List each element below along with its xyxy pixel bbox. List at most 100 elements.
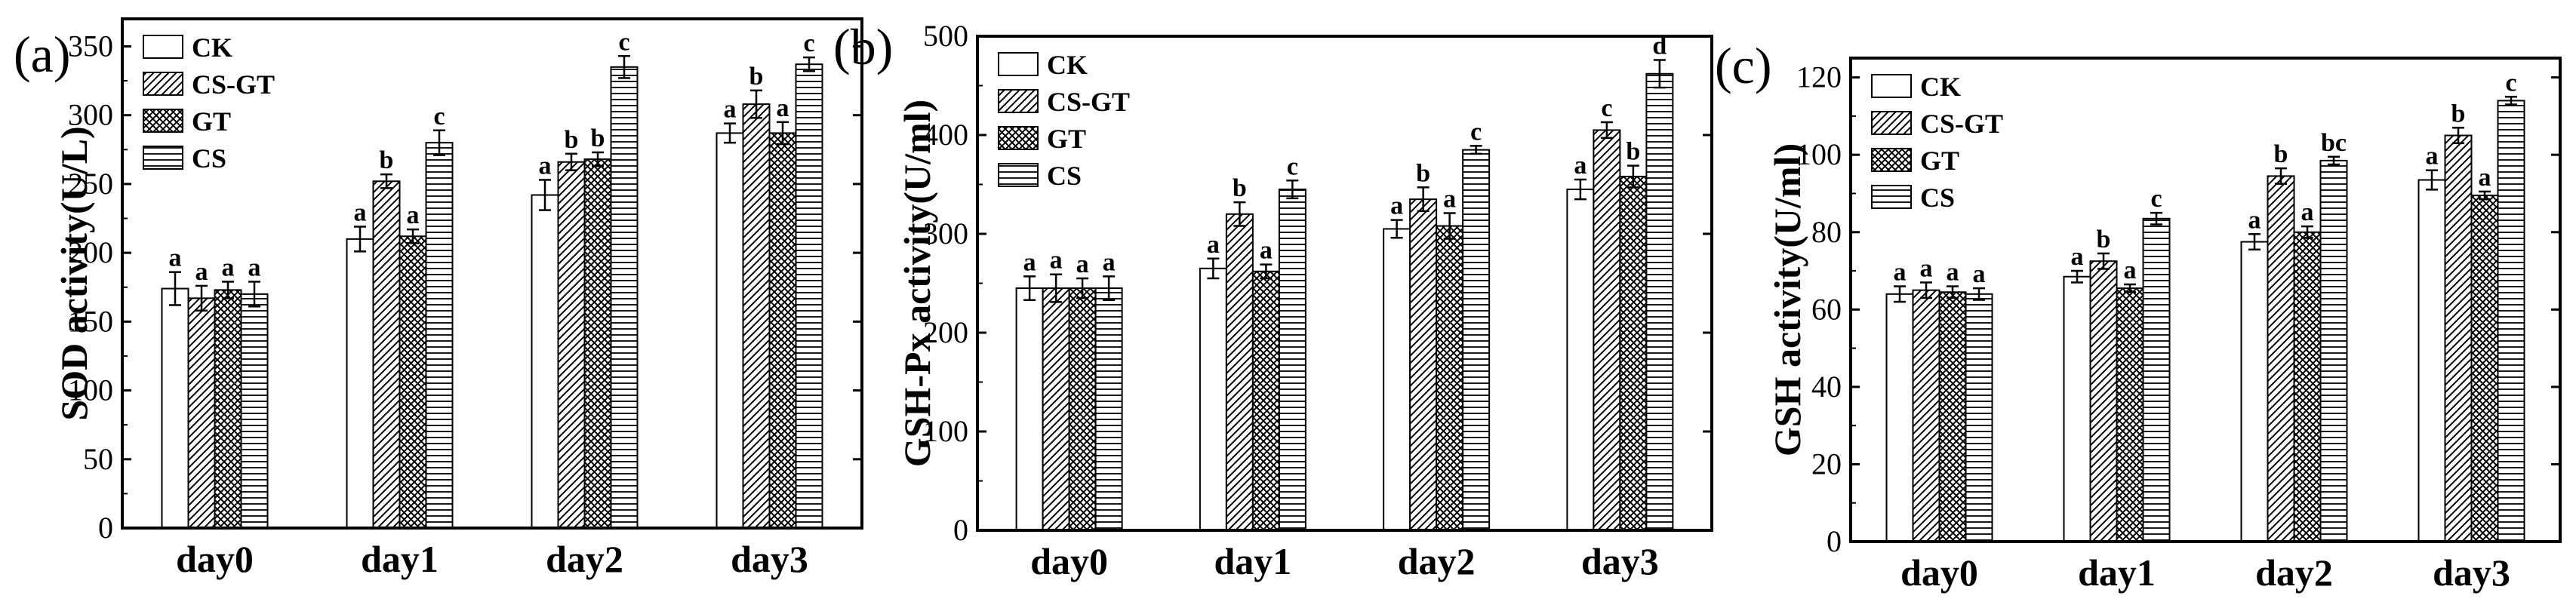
- y-tick-label: 100: [68, 373, 113, 407]
- legend-swatch-CS: [143, 146, 183, 170]
- chart-panels: (a)SOD activity(U/L)05010015020025030035…: [14, 17, 2562, 594]
- bar-GT-day1: [399, 235, 427, 529]
- category-label: day1: [361, 538, 439, 580]
- category-label: day2: [546, 538, 623, 580]
- legend-swatch-CS-GT: [998, 89, 1039, 113]
- y-axis-label: SOD activity(U/L): [53, 126, 95, 420]
- bar-CK-day0: [1015, 287, 1044, 531]
- bar-CS-day1: [2142, 217, 2171, 542]
- legend-label: CS-GT: [192, 69, 275, 100]
- category-label: day0: [1900, 551, 1978, 594]
- y-tick-label: 350: [68, 29, 113, 63]
- bar-GT-day3: [768, 132, 797, 529]
- significance-letter: a: [195, 258, 208, 286]
- bar-GT-day3: [2470, 195, 2499, 542]
- legend-swatch-CK: [143, 35, 183, 59]
- bar-GT-day2: [2293, 231, 2322, 542]
- y-tick-label: 150: [68, 304, 113, 338]
- significance-letter: a: [222, 253, 235, 281]
- significance-letter: a: [2248, 206, 2261, 234]
- y-tick-label: 200: [923, 315, 968, 349]
- significance-letter: bc: [2321, 129, 2347, 157]
- bar-CS-GT-day3: [742, 103, 771, 530]
- bar-GT-day0: [1938, 291, 1967, 542]
- plot-frame: [1849, 57, 2562, 543]
- bar-CS-GT-day1: [1225, 213, 1254, 531]
- significance-letter: b: [1233, 174, 1247, 202]
- significance-letter: a: [2071, 243, 2084, 271]
- panel-label: (b): [833, 18, 893, 75]
- bar-CS-GT-day2: [1409, 198, 1438, 531]
- y-tick-label: 80: [1811, 215, 1842, 249]
- category-label: day0: [176, 538, 254, 580]
- plot-frame: [976, 35, 1713, 532]
- legend-swatch-CS-GT: [143, 72, 183, 96]
- y-tick-label: 120: [1796, 60, 1842, 94]
- significance-letter: a: [248, 253, 261, 281]
- legend-swatch-CK: [1871, 74, 1912, 98]
- plot-frame: [121, 17, 863, 530]
- significance-letter: b: [1626, 138, 1640, 166]
- legend-label: CS: [1920, 183, 1955, 213]
- bar-CK-day3: [1566, 189, 1595, 532]
- bar-CS-GT-day2: [2267, 175, 2295, 543]
- bar-CK-day2: [2240, 241, 2269, 542]
- significance-letter: a: [1920, 254, 1933, 282]
- significance-letter: a: [1574, 152, 1587, 180]
- chart-panel-1: (b)GSH-Px activity(U/ml) 0 100 200 300 400 500…: [833, 18, 1713, 582]
- significance-letter: a: [1894, 259, 1907, 287]
- y-tick-label: 0: [1827, 524, 1842, 558]
- panel-label: (c): [1715, 37, 1771, 94]
- legend-label: CS: [1047, 161, 1082, 191]
- legend: CK CS-GT GT CS: [998, 50, 1130, 191]
- legend-swatch-GT: [143, 109, 183, 133]
- bar-CS-day0: [1094, 287, 1123, 531]
- significance-letter: c: [2150, 185, 2162, 213]
- bar-CS-day3: [1645, 72, 1674, 531]
- category-label: day1: [2078, 551, 2156, 594]
- y-tick-label: 20: [1811, 447, 1842, 481]
- bar-CK-day0: [1885, 293, 1914, 542]
- legend-label: GT: [1047, 124, 1086, 154]
- y-tick-label: 60: [1811, 292, 1842, 326]
- y-tick-label: 100: [923, 414, 968, 448]
- significance-letter: a: [1443, 185, 1456, 213]
- bar-CS-GT-day0: [1042, 287, 1070, 531]
- y-tick-label: 100: [1796, 137, 1842, 171]
- legend: CK CS-GT GT CS: [143, 32, 275, 173]
- significance-letter: d: [1652, 32, 1667, 60]
- bar-CS-day2: [1462, 149, 1491, 531]
- bar-GT-day3: [1619, 176, 1648, 532]
- significance-letter: a: [407, 201, 420, 229]
- y-tick-label: 500: [923, 19, 968, 53]
- bar-CK-day1: [346, 238, 374, 529]
- category-label: day2: [1398, 540, 1476, 582]
- category-label: day3: [1581, 540, 1659, 582]
- significance-letter: a: [1050, 247, 1063, 275]
- significance-letter: c: [1601, 94, 1612, 122]
- significance-letter: b: [2451, 100, 2466, 127]
- bar-CK-day1: [2063, 275, 2091, 542]
- significance-letter: a: [2301, 198, 2314, 226]
- y-tick-label: 200: [68, 235, 113, 269]
- significance-letter: c: [1470, 118, 1482, 146]
- significance-letter: c: [2505, 69, 2516, 97]
- bar-CK-day3: [716, 132, 744, 529]
- bar-CK-day2: [1383, 228, 1411, 531]
- significance-letter: a: [1947, 259, 1959, 287]
- significance-letter: c: [433, 103, 445, 131]
- significance-letter: a: [2426, 143, 2439, 170]
- bar-CS-GT-day3: [2444, 134, 2473, 542]
- significance-letter: a: [724, 96, 737, 124]
- bar-CS-GT-day0: [1912, 289, 1940, 542]
- significance-letter: a: [169, 244, 182, 272]
- bar-CS-GT-day2: [557, 161, 586, 529]
- significance-letter: a: [539, 152, 552, 180]
- significance-letter: a: [1973, 260, 1986, 288]
- significance-letter: a: [2124, 256, 2137, 284]
- bar-CS-GT-day1: [2089, 260, 2118, 542]
- legend-swatch-CS-GT: [1871, 111, 1912, 135]
- significance-letter: b: [1416, 159, 1430, 187]
- bar-CS-day1: [425, 142, 454, 530]
- bar-CS-GT-day0: [187, 297, 216, 529]
